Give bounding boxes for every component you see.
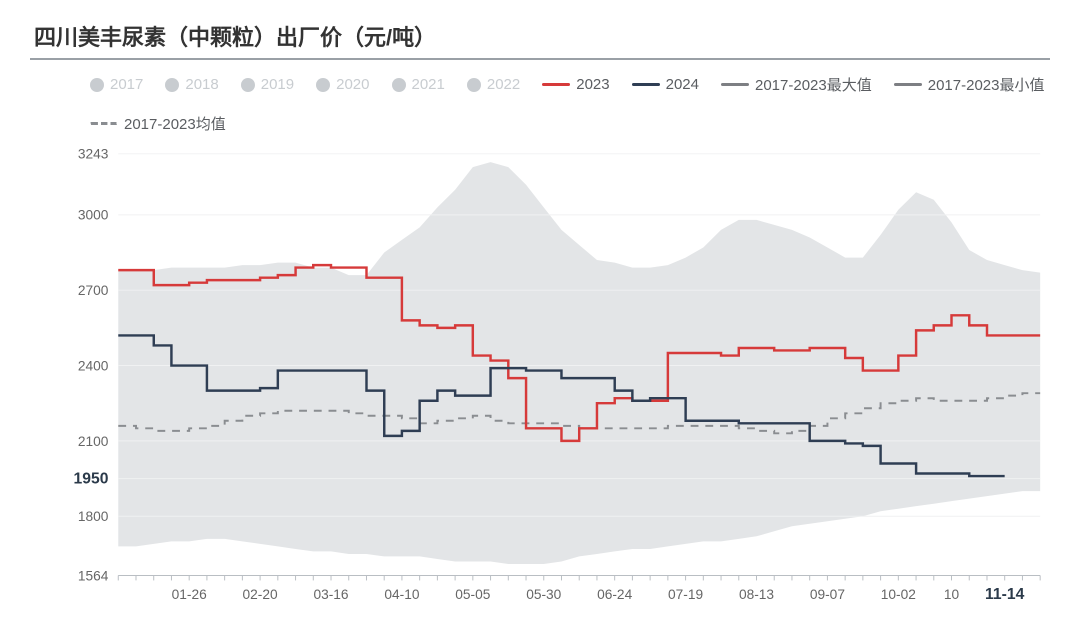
legend-label: 2019: [261, 76, 294, 93]
x-axis-label: 03-16: [313, 587, 348, 602]
legend-dot: [165, 78, 179, 92]
x-axis-label: 06-24: [597, 587, 632, 602]
y-axis-label: 1800: [78, 509, 109, 524]
x-axis-label: 07-19: [668, 587, 703, 602]
legend-label: 2017-2023最大值: [755, 74, 872, 95]
legend: 2017 2018 2019 2020 2021 2022 2023 2024 2017-202…: [30, 70, 1050, 144]
legend-item: 2019: [241, 76, 294, 93]
y-axis-label: 1950: [74, 470, 109, 487]
legend-item: 2017-2023最大值: [721, 74, 872, 95]
legend-label: 2017-2023均值: [124, 113, 226, 134]
y-axis-label: 1564: [78, 568, 109, 583]
legend-swatch: [721, 83, 749, 86]
x-axis-label: 01-26: [172, 587, 207, 602]
x-axis-label: 10: [944, 587, 960, 602]
legend-label: 2021: [412, 76, 445, 93]
legend-label: 2020: [336, 76, 369, 93]
legend-item: 2022: [467, 76, 520, 93]
legend-label: 2018: [185, 76, 218, 93]
x-axis-label: 08-13: [739, 587, 774, 602]
legend-item: 2017-2023最小值: [894, 74, 1045, 95]
legend-item: 2023: [542, 76, 609, 93]
chart-plot: 紫金天风期货 324330002700240021001950180015640…: [30, 144, 1050, 634]
legend-dot: [316, 78, 330, 92]
legend-label: 2022: [487, 76, 520, 93]
legend-item: 2020: [316, 76, 369, 93]
legend-dot: [241, 78, 255, 92]
legend-label: 2023: [576, 76, 609, 93]
y-axis-label: 3000: [78, 208, 109, 223]
legend-item: 2024: [632, 76, 699, 93]
x-axis-label: 05-05: [455, 587, 490, 602]
x-axis-label: 11-14: [985, 586, 1025, 603]
legend-swatch: [542, 83, 570, 86]
legend-label: 2017: [110, 76, 143, 93]
legend-item: 2018: [165, 76, 218, 93]
legend-swatch: [90, 122, 118, 125]
y-axis-label: 2100: [78, 434, 109, 449]
legend-item: 2021: [392, 76, 445, 93]
x-axis-label: 05-30: [526, 587, 561, 602]
y-axis-label: 2400: [78, 358, 109, 373]
x-axis-label: 09-07: [810, 587, 845, 602]
y-axis-label: 2700: [78, 283, 109, 298]
legend-item: 2017-2023均值: [90, 113, 226, 134]
y-axis-label: 3243: [78, 147, 109, 162]
x-axis-label: 10-02: [881, 587, 916, 602]
legend-item: 2017: [90, 76, 143, 93]
legend-dot: [392, 78, 406, 92]
legend-label: 2024: [666, 76, 699, 93]
legend-swatch: [632, 83, 660, 86]
range-band: [118, 162, 1040, 564]
legend-swatch: [894, 83, 922, 86]
legend-label: 2017-2023最小值: [928, 74, 1045, 95]
chart-svg: 3243 3000 2700 2400 2100 1950 1800 1564 01-26 02-…: [30, 144, 1050, 625]
x-axis-label: 04-10: [384, 587, 419, 602]
legend-dot: [90, 78, 104, 92]
x-axis-label: 02-20: [243, 587, 278, 602]
chart-title: 四川美丰尿素（中颗粒）出厂价（元/吨）: [34, 20, 1050, 52]
title-underline: [30, 58, 1050, 60]
legend-dot: [467, 78, 481, 92]
